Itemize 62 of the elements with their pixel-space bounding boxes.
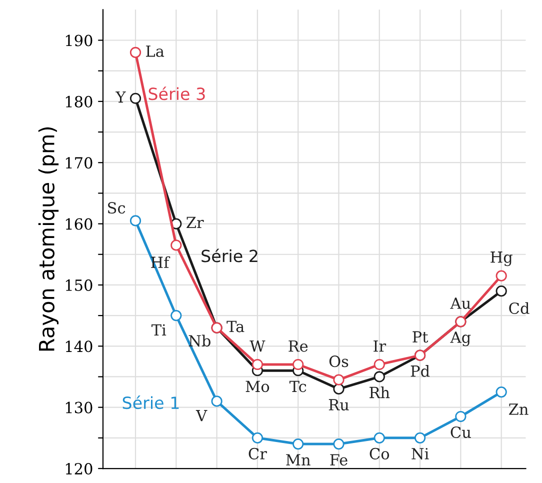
data-label: Re bbox=[288, 340, 308, 352]
point bbox=[252, 358, 264, 370]
y-tick-label: 170 bbox=[66, 157, 92, 169]
data-label: Cu bbox=[450, 426, 471, 438]
data-label: Ti bbox=[152, 324, 166, 336]
y-tick-label: 160 bbox=[66, 218, 92, 230]
point bbox=[130, 46, 142, 58]
y-tick-label: 190 bbox=[66, 34, 92, 46]
data-label: Ta bbox=[226, 320, 244, 332]
point bbox=[333, 374, 344, 386]
y-tick-label: 150 bbox=[66, 279, 92, 291]
y-tick-label: 180 bbox=[66, 96, 92, 108]
data-label: Ni bbox=[412, 448, 429, 460]
series-label: Série 2 bbox=[202, 248, 258, 262]
y-axis-title: Rayon atomique (pm) bbox=[38, 127, 59, 351]
y-tick-label: 130 bbox=[66, 402, 92, 414]
data-label: Os bbox=[329, 356, 348, 368]
y-tick-label: 120 bbox=[66, 462, 92, 475]
point bbox=[333, 438, 344, 450]
data-label: Tc bbox=[289, 380, 306, 392]
data-label: Cr bbox=[248, 448, 267, 460]
point bbox=[170, 310, 182, 322]
point bbox=[496, 270, 507, 282]
data-label: Hg bbox=[490, 252, 512, 266]
point bbox=[130, 92, 142, 104]
data-label: Mo bbox=[246, 380, 270, 392]
point bbox=[292, 358, 304, 370]
data-label: Rh bbox=[370, 386, 390, 398]
point bbox=[455, 410, 466, 422]
data-label: Ag bbox=[450, 332, 471, 346]
data-label: Pd bbox=[410, 365, 430, 377]
data-label: Zn bbox=[508, 404, 528, 415]
y-tick-label: 140 bbox=[66, 340, 92, 352]
point bbox=[333, 383, 344, 395]
data-label: Fe bbox=[330, 454, 348, 466]
data-label: Zr bbox=[186, 216, 204, 228]
data-label: Ir bbox=[374, 340, 386, 352]
point bbox=[414, 432, 426, 444]
data-label: V bbox=[196, 410, 208, 422]
point bbox=[496, 286, 507, 297]
series-label: Série 3 bbox=[148, 86, 205, 100]
series-label: Série 1 bbox=[122, 396, 179, 410]
data-label: Mn bbox=[286, 454, 310, 466]
data-label: Ru bbox=[328, 399, 349, 411]
point bbox=[374, 432, 385, 444]
point bbox=[130, 215, 142, 226]
data-label: Sc bbox=[108, 202, 126, 214]
data-label: La bbox=[146, 46, 164, 57]
data-label: Au bbox=[450, 298, 471, 309]
point bbox=[496, 386, 507, 398]
data-label: Co bbox=[370, 448, 390, 460]
point bbox=[292, 438, 304, 450]
point bbox=[252, 432, 264, 444]
point bbox=[374, 358, 385, 370]
data-label: W bbox=[250, 340, 266, 352]
point bbox=[211, 396, 222, 407]
data-label: Nb bbox=[188, 334, 210, 347]
data-label: Cd bbox=[509, 302, 530, 314]
point bbox=[170, 240, 182, 251]
data-label: Pt bbox=[412, 331, 428, 343]
data-label: Y bbox=[116, 91, 126, 103]
point bbox=[374, 371, 385, 382]
